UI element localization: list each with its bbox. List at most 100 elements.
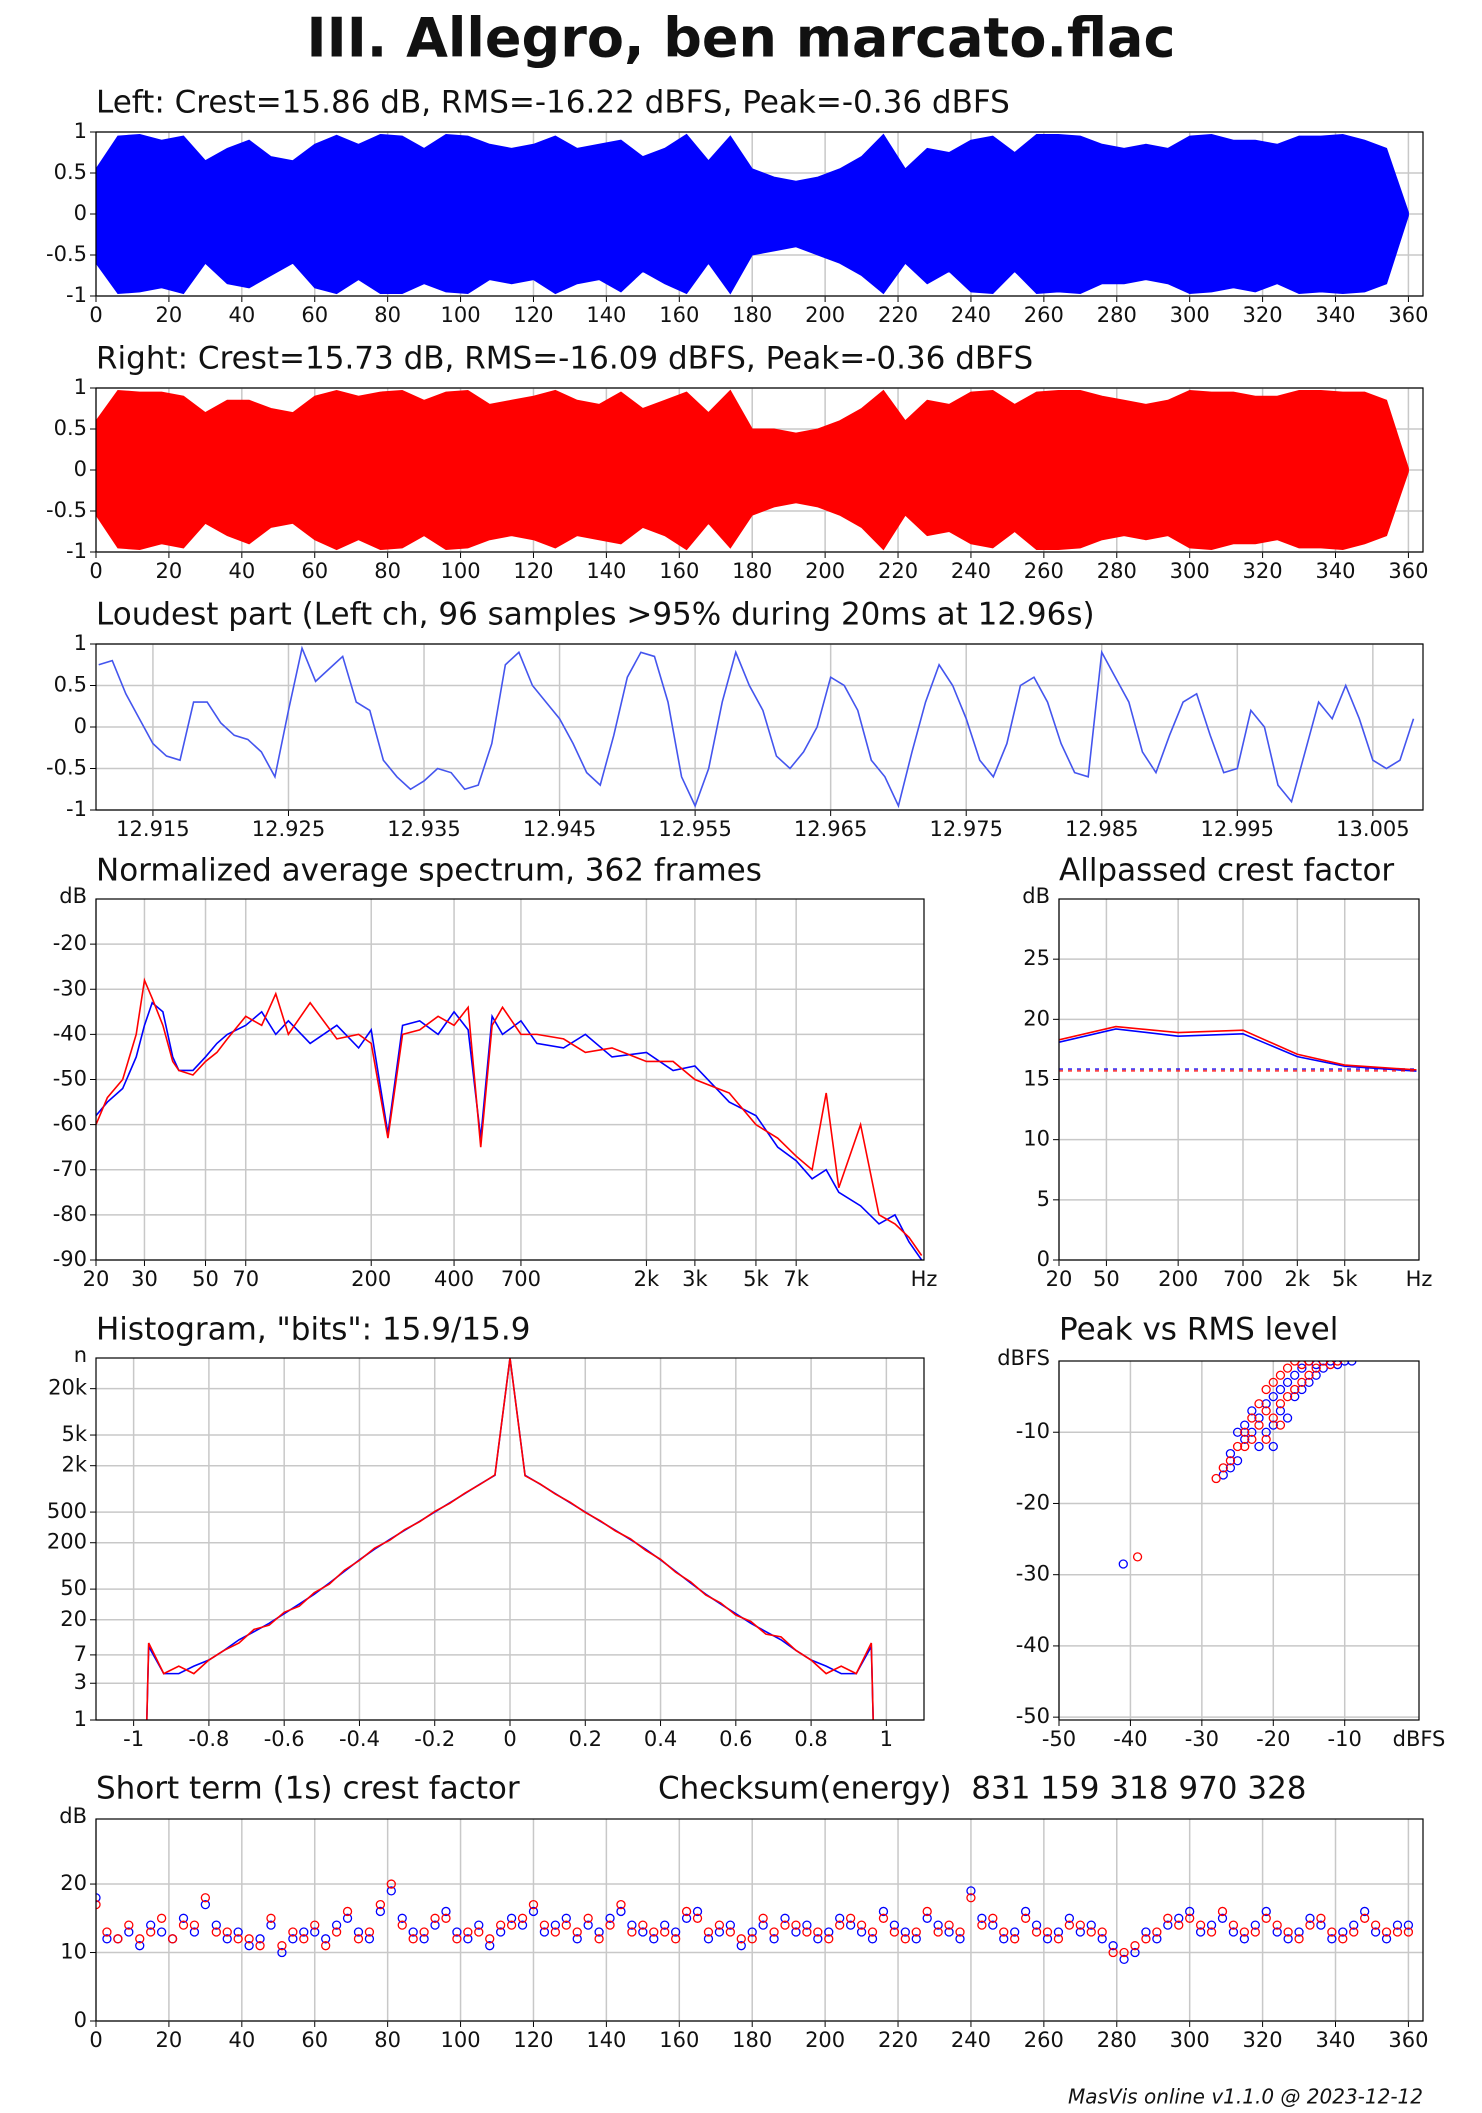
data-point bbox=[1290, 1384, 1300, 1395]
y-tick-label: 1 bbox=[74, 119, 87, 143]
x-tick-label: 120 bbox=[513, 2028, 553, 2052]
data-point bbox=[1010, 1934, 1020, 1944]
x-tick-label: 100 bbox=[441, 303, 481, 327]
x-tick-label: 220 bbox=[878, 559, 918, 583]
data-point bbox=[824, 1927, 834, 1937]
data-point bbox=[364, 1927, 375, 1937]
x-tick-label: 12.965 bbox=[794, 817, 867, 841]
data-point bbox=[178, 1913, 189, 1923]
data-point bbox=[889, 1927, 900, 1937]
data-point bbox=[845, 1920, 856, 1930]
x-tick-label: 5k bbox=[1332, 1267, 1358, 1291]
data-point bbox=[167, 1934, 178, 1944]
data-point bbox=[1075, 1927, 1085, 1937]
x-tick-label: 0.4 bbox=[644, 1727, 677, 1751]
data-point bbox=[1232, 1456, 1243, 1466]
y-tick-label: 200 bbox=[47, 1530, 87, 1554]
data-point bbox=[867, 1927, 878, 1937]
data-point bbox=[758, 1920, 768, 1930]
data-point bbox=[1272, 1920, 1282, 1930]
data-point bbox=[1232, 1427, 1243, 1437]
x-tick-label: -0.4 bbox=[339, 1727, 380, 1751]
data-point bbox=[1250, 1927, 1260, 1937]
y-axis-label: dB bbox=[1022, 884, 1050, 908]
x-tick-label: 180 bbox=[732, 303, 772, 327]
data-point bbox=[671, 1934, 681, 1944]
data-point bbox=[944, 1927, 954, 1937]
x-tick-label: 60 bbox=[301, 303, 328, 327]
data-point bbox=[124, 1920, 134, 1930]
data-point bbox=[1108, 1947, 1118, 1958]
data-point bbox=[1261, 1906, 1271, 1917]
data-point bbox=[1108, 1941, 1118, 1951]
data-point bbox=[725, 1920, 735, 1930]
x-tick-label: 160 bbox=[659, 2028, 699, 2052]
y-tick-label: 7 bbox=[74, 1642, 87, 1666]
data-point bbox=[1381, 1927, 1392, 1937]
data-point bbox=[430, 1913, 440, 1923]
data-point bbox=[594, 1927, 604, 1937]
x-tick-label: 12.925 bbox=[252, 817, 325, 841]
data-point bbox=[1075, 1920, 1085, 1930]
data-point bbox=[277, 1941, 287, 1951]
x-tick-label: -0.2 bbox=[414, 1727, 455, 1751]
x-tick-label: 340 bbox=[1315, 2028, 1355, 2052]
data-point bbox=[1290, 1370, 1300, 1380]
x-tick-label: 200 bbox=[351, 1267, 391, 1291]
data-point bbox=[922, 1913, 932, 1923]
data-point bbox=[900, 1934, 910, 1944]
y-tick-label: 0 bbox=[74, 457, 87, 481]
data-point bbox=[1247, 1413, 1257, 1423]
data-point bbox=[681, 1906, 692, 1917]
data-point bbox=[178, 1920, 189, 1930]
x-tick-label: 13.005 bbox=[1336, 817, 1409, 841]
data-point bbox=[1304, 1370, 1314, 1380]
data-point bbox=[627, 1927, 637, 1937]
chart-title: Normalized average spectrum, 362 frames bbox=[96, 853, 762, 889]
data-point bbox=[1268, 1420, 1278, 1430]
x-tick-label: 200 bbox=[805, 559, 845, 583]
data-point bbox=[616, 1906, 626, 1917]
x-tick-label: 40 bbox=[228, 303, 255, 327]
data-point bbox=[660, 1920, 670, 1930]
data-point bbox=[1254, 1441, 1264, 1452]
x-tick-label: 40 bbox=[228, 559, 255, 583]
data-point bbox=[835, 1920, 845, 1930]
x-tick-label: 60 bbox=[301, 2028, 328, 2052]
plot-frame bbox=[95, 131, 1424, 297]
data-point bbox=[1261, 1406, 1271, 1416]
data-point bbox=[999, 1927, 1009, 1937]
x-tick-label: 360 bbox=[1388, 559, 1428, 583]
data-point bbox=[342, 1913, 353, 1923]
data-point bbox=[1254, 1413, 1264, 1423]
data-point bbox=[605, 1920, 615, 1930]
x-tick-label: 12.955 bbox=[658, 817, 731, 841]
data-point bbox=[856, 1927, 867, 1937]
y-tick-label: 0 bbox=[74, 714, 87, 738]
data-point bbox=[638, 1927, 648, 1937]
data-point bbox=[397, 1920, 407, 1930]
data-point bbox=[561, 1920, 571, 1930]
data-point bbox=[660, 1927, 670, 1937]
data-point bbox=[747, 1927, 757, 1937]
data-point bbox=[474, 1927, 484, 1937]
data-point bbox=[714, 1920, 725, 1930]
y-tick-label: 1 bbox=[74, 1707, 87, 1731]
x-tick-label: 12.915 bbox=[116, 817, 189, 841]
data-point bbox=[288, 1927, 298, 1937]
data-point bbox=[1152, 1934, 1162, 1944]
data-point bbox=[102, 1927, 112, 1937]
y-tick-label: 2k bbox=[61, 1453, 87, 1477]
data-point bbox=[1217, 1913, 1228, 1923]
data-point bbox=[539, 1927, 550, 1937]
data-point bbox=[1294, 1934, 1304, 1944]
y-axis-label: dB bbox=[59, 884, 87, 908]
data-point bbox=[802, 1927, 812, 1937]
data-line bbox=[96, 977, 923, 1256]
data-point bbox=[1119, 1954, 1129, 1965]
data-point bbox=[1283, 1934, 1293, 1944]
data-point bbox=[1332, 1361, 1343, 1370]
data-point bbox=[288, 1934, 298, 1944]
data-point bbox=[1118, 1559, 1128, 1569]
x-tick-label: 280 bbox=[1097, 303, 1137, 327]
